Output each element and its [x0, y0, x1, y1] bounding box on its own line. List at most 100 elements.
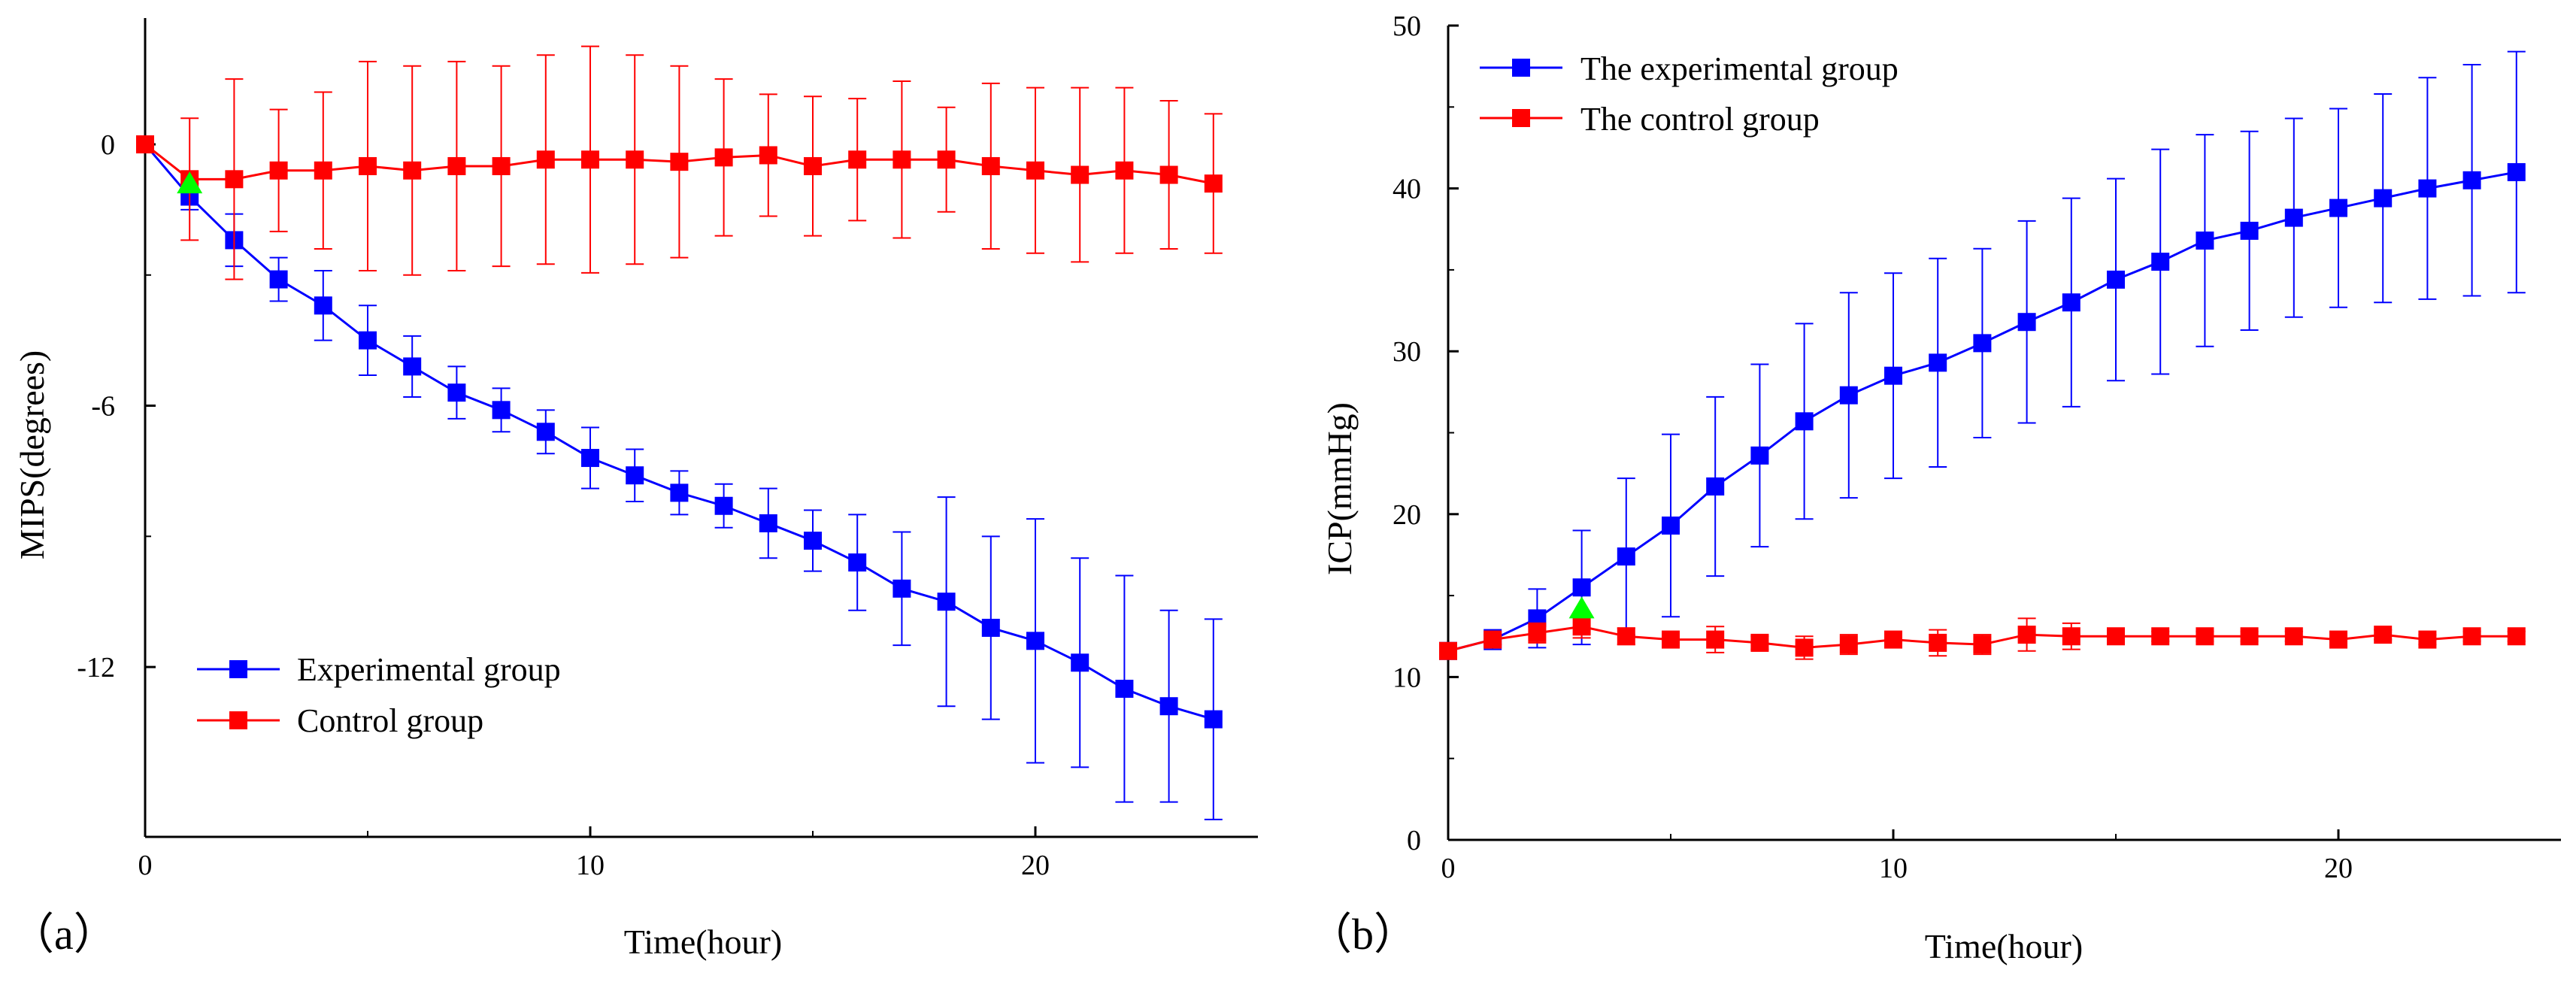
experimental-data-point [1115, 680, 1134, 699]
experimental-data-point [1929, 353, 1947, 372]
legend-label-experimental: Experimental group [297, 651, 561, 688]
experimental-data-point [2374, 189, 2393, 208]
experimental-data-point [2329, 199, 2347, 217]
control-data-point [2017, 626, 2036, 644]
control-data-point [581, 150, 599, 169]
experimental-data-point [1204, 710, 1223, 729]
experimental-data-point [1662, 516, 1680, 535]
control-data-point [848, 150, 867, 169]
experimental-data-point [2240, 221, 2259, 240]
control-data-point [492, 156, 511, 175]
experimental-data-point [759, 514, 777, 532]
y-tick-label: 20 [1393, 499, 1421, 531]
experimental-data-point [2062, 293, 2080, 312]
experimental-data-point [981, 618, 1000, 637]
experimental-data-point [2196, 231, 2214, 250]
control-data-point [2240, 627, 2259, 646]
control-data-point [1750, 633, 1769, 652]
x-tick-label: 0 [138, 850, 153, 881]
experimental-data-point [937, 593, 956, 611]
experimental-data-point [1617, 547, 1635, 566]
control-data-point [1071, 165, 1089, 184]
panel-a-xlabel: Time(hour) [624, 923, 782, 961]
experimental-data-point [626, 466, 644, 485]
x-tick-label: 20 [1021, 850, 1050, 881]
control-data-point [626, 150, 644, 169]
control-data-point [447, 156, 466, 175]
control-data-point [1839, 635, 1858, 654]
experimental-data-point [2017, 313, 2036, 332]
legend-label-control: Control group [297, 702, 483, 739]
x-tick-label: 10 [1879, 853, 1908, 884]
x-tick-label: 0 [1441, 853, 1456, 884]
y-tick-label: -6 [91, 391, 115, 423]
panel-a-label: （a） [11, 910, 117, 959]
experimental-data-point [893, 579, 911, 598]
panel-a-plot: 0 10 20 0 -6 -12 [77, 18, 1258, 881]
control-data-point [225, 170, 244, 189]
experimental-data-point [714, 496, 733, 515]
control-data-point [536, 150, 555, 169]
legend-marker-experimental [229, 660, 247, 678]
control-data-point [1617, 627, 1635, 646]
experimental-data-point [2462, 171, 2481, 189]
control-data-point [714, 148, 733, 167]
control-data-point [804, 156, 822, 175]
panel-b-plot: 0 10 20 0 10 20 30 40 50 [1393, 11, 2561, 884]
control-data-point [2462, 627, 2481, 646]
experimental-data-point [2107, 270, 2125, 289]
experimental-data-point [848, 553, 867, 572]
experimental-data-point [359, 331, 377, 350]
y-tick-label: 30 [1393, 336, 1421, 368]
experimental-data-point [670, 483, 689, 502]
experimental-data-point [2507, 162, 2526, 181]
legend-marker-control [1512, 109, 1530, 127]
experimental-data-point [2284, 208, 2303, 227]
control-data-point [670, 153, 689, 171]
x-tick-label: 20 [2324, 853, 2353, 884]
panel-b-xlabel: Time(hour) [1925, 927, 2083, 965]
control-data-point [2107, 627, 2125, 646]
experimental-data-point [2151, 253, 2170, 271]
experimental-data-point [314, 296, 332, 315]
legend-marker-experimental [1512, 59, 1530, 77]
control-data-point [1706, 630, 1725, 649]
control-data-point [2196, 627, 2214, 646]
control-data-point [1884, 630, 1902, 649]
experimental-data-point [269, 270, 288, 289]
green-triangle-marker [1568, 596, 1595, 619]
experimental-data-point [403, 357, 422, 376]
experimental-data-point [1839, 386, 1858, 405]
control-data-point [359, 156, 377, 175]
panel-b-legend: The experimental group The control group [1480, 50, 1899, 138]
control-data-point [1483, 630, 1502, 649]
y-tick-label: 50 [1393, 11, 1421, 42]
control-data-point [2151, 627, 2170, 646]
panel-a-ylabel: MIPS(degrees) [13, 350, 51, 560]
y-tick-label: -12 [77, 652, 115, 683]
control-data-point [1026, 161, 1044, 180]
control-data-point [1439, 641, 1457, 660]
panel-a: 0 10 20 0 -6 -12 Time(hour) MIPS(degrees) （a）… [11, 18, 1258, 961]
experimental-data-point [804, 532, 822, 550]
control-data-point [269, 161, 288, 180]
control-data-point [2329, 630, 2347, 649]
control-data-point [2507, 627, 2526, 646]
control-data-point [136, 135, 154, 153]
control-data-point [2374, 626, 2393, 644]
experimental-data-point [1750, 446, 1769, 465]
experimental-data-point [2418, 179, 2437, 198]
panel-b-ylabel: ICP(mmHg) [1320, 402, 1359, 575]
control-data-point [1662, 630, 1680, 649]
panel-a-legend: Experimental group Control group [197, 651, 561, 739]
control-data-point [937, 150, 956, 169]
control-data-point [759, 146, 777, 165]
legend-label-experimental: The experimental group [1580, 50, 1899, 87]
control-data-point [893, 150, 911, 169]
experimental-data-point [1706, 477, 1725, 496]
y-tick-label: 0 [1407, 825, 1421, 856]
legend-label-control: The control group [1580, 101, 1820, 138]
control-data-point [2062, 627, 2080, 646]
experimental-data-point [1795, 412, 1814, 431]
